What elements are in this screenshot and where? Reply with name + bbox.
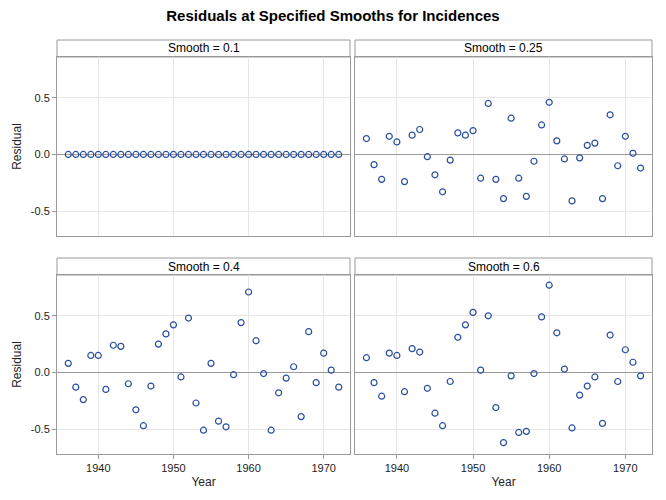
svg-text:-0.5: -0.5 <box>31 205 50 217</box>
svg-text:-0.5: -0.5 <box>31 423 50 435</box>
svg-text:1970: 1970 <box>613 462 637 474</box>
svg-text:Year: Year <box>191 475 215 489</box>
svg-text:1950: 1950 <box>461 462 485 474</box>
svg-text:Residual: Residual <box>10 123 24 170</box>
svg-text:Residual: Residual <box>10 341 24 388</box>
svg-text:0.5: 0.5 <box>35 92 50 104</box>
svg-text:Year: Year <box>491 475 515 489</box>
svg-text:1960: 1960 <box>236 462 260 474</box>
svg-text:0.0: 0.0 <box>35 366 50 378</box>
svg-text:1960: 1960 <box>537 462 561 474</box>
svg-text:1970: 1970 <box>311 462 335 474</box>
svg-text:1940: 1940 <box>86 462 110 474</box>
svg-text:Smooth = 0.1: Smooth = 0.1 <box>168 41 240 55</box>
svg-text:Residuals at Specified Smooths: Residuals at Specified Smooths for Incid… <box>166 7 499 24</box>
svg-text:1940: 1940 <box>385 462 409 474</box>
svg-text:0.5: 0.5 <box>35 310 50 322</box>
svg-text:0.0: 0.0 <box>35 148 50 160</box>
svg-text:Smooth = 0.6: Smooth = 0.6 <box>468 260 540 274</box>
svg-text:Smooth = 0.25: Smooth = 0.25 <box>464 41 543 55</box>
svg-text:Smooth = 0.4: Smooth = 0.4 <box>168 260 240 274</box>
svg-text:1950: 1950 <box>161 462 185 474</box>
